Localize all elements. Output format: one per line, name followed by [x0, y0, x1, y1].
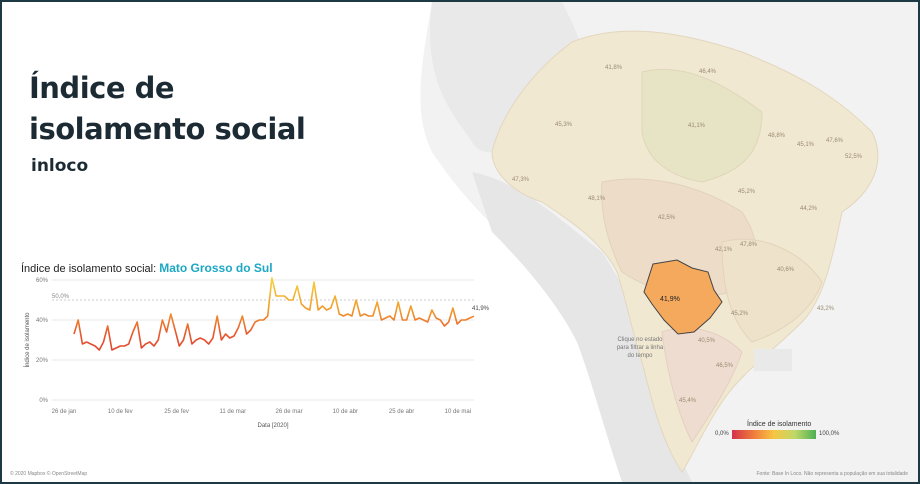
- chart-title-prefix: Índice de isolamento social:: [21, 263, 157, 275]
- chart-title: Índice de isolamento social: Mato Grosso…: [21, 261, 273, 275]
- map-region-label: 45,3%: [555, 122, 573, 128]
- map-region-label: 48,1%: [588, 196, 606, 202]
- map-region-label: 52,5%: [845, 154, 863, 160]
- map-region-label: 47,8%: [740, 242, 758, 248]
- map-region-label: 45,4%: [679, 398, 697, 404]
- x-tick-label: 10 de fev: [108, 409, 133, 415]
- title-line-2: isolamento social: [29, 112, 306, 146]
- map-region-label: 42,1%: [715, 247, 733, 253]
- legend-title: Índice de isolamento: [747, 421, 812, 428]
- map-region-label: 48,8%: [768, 133, 786, 139]
- map-region-label: 44,2%: [800, 206, 818, 212]
- y-tick-label: 0%: [39, 398, 48, 404]
- map-region-label: 45,2%: [738, 189, 756, 195]
- map-hint-text: Clique no estado para filtrar a linha do…: [616, 337, 664, 359]
- x-tick-label: 25 de abr: [389, 409, 414, 415]
- map-region-label: 45,1%: [797, 142, 815, 148]
- y-tick-label: 60%: [36, 278, 49, 284]
- series-line: [73, 277, 475, 351]
- map-region-label: 46,4%: [699, 69, 717, 75]
- map-region-label: 42,5%: [658, 215, 676, 221]
- isolation-line-chart[interactable]: 0% 20% 40% 60% 26 de jan 10 de fev 25 de fev 1…: [2, 272, 502, 437]
- map-region-label: 47,3%: [512, 177, 530, 183]
- x-tick-label: 26 de jan: [52, 409, 77, 415]
- x-tick-label: 11 de mar: [220, 409, 247, 415]
- map-region-label: 40,5%: [698, 338, 716, 344]
- selected-state-value: 41,9%: [660, 296, 680, 303]
- x-axis-label: Data [2020]: [257, 423, 288, 429]
- map-region-label: 40,6%: [777, 267, 795, 273]
- chart-state-name: Mato Grosso do Sul: [159, 261, 273, 275]
- legend-max: 100,0%: [819, 431, 840, 437]
- x-tick-label: 10 de mai: [445, 409, 471, 415]
- x-tick-label: 10 de abr: [333, 409, 358, 415]
- map-region-label: 45,2%: [731, 311, 749, 317]
- legend-min: 0,0%: [715, 431, 729, 437]
- map-region-label: 41,8%: [605, 65, 623, 71]
- map-region-label: 47,6%: [826, 138, 844, 144]
- legend-color-bar: [732, 430, 816, 439]
- map-region-label: 46,5%: [716, 363, 734, 369]
- brand-name: inloco: [31, 156, 89, 176]
- map-region-label: 41,1%: [688, 123, 706, 129]
- title-line-1: Índice de: [29, 71, 175, 105]
- last-value-label: 41,9%: [472, 306, 490, 312]
- data-source-note: Fonte: Base In Loco. Não representa a po…: [756, 471, 909, 477]
- map-region-label: 43,2%: [817, 306, 835, 312]
- x-tick-label: 25 de fev: [164, 409, 189, 415]
- page-title: Índice de isolamento social: [29, 68, 306, 150]
- y-tick-label: 40%: [36, 318, 49, 324]
- x-tick-label: 26 de mar: [276, 409, 303, 415]
- reference-line-label: 50,0%: [52, 294, 70, 300]
- y-axis-label: Índice de isolamento: [24, 312, 31, 368]
- y-tick-label: 20%: [36, 358, 49, 364]
- map-attribution[interactable]: © 2020 Mapbox © OpenStreetMap: [10, 471, 88, 477]
